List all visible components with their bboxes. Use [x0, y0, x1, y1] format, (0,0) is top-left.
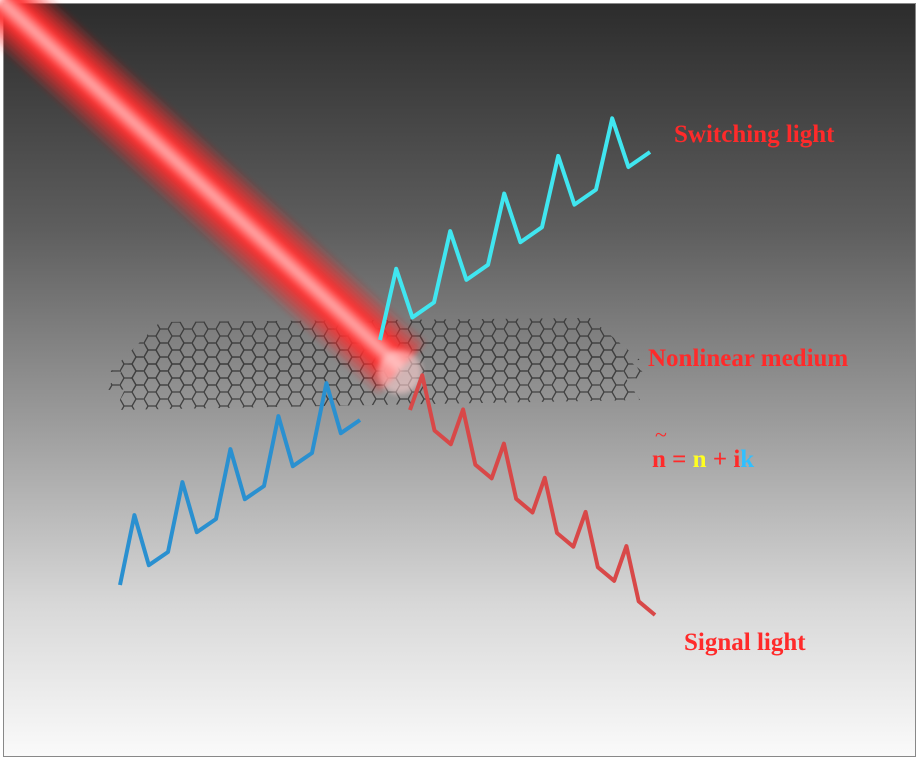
switching-beam [0, 0, 428, 397]
eq-plus: + [706, 446, 734, 473]
eq-i: i [733, 446, 741, 473]
beam-body [0, 0, 428, 397]
switching-wave [378, 116, 652, 341]
signal-light-label: Signal light [684, 629, 806, 656]
eq-n: n [692, 446, 707, 473]
switching-light-label: Switching light [674, 121, 835, 148]
incident-signal-wave [118, 381, 362, 586]
beam-spot [378, 350, 422, 394]
output-signal-wave [408, 373, 657, 617]
eq-n-tilde: n [652, 446, 666, 473]
nonlinear-medium-label: Nonlinear medium [648, 345, 849, 372]
refractive-index-equation: n = n + ik [652, 446, 754, 474]
tilde-mark: ~ [655, 422, 667, 447]
eq-k: k [740, 446, 755, 473]
eq-equals: = [665, 446, 693, 473]
